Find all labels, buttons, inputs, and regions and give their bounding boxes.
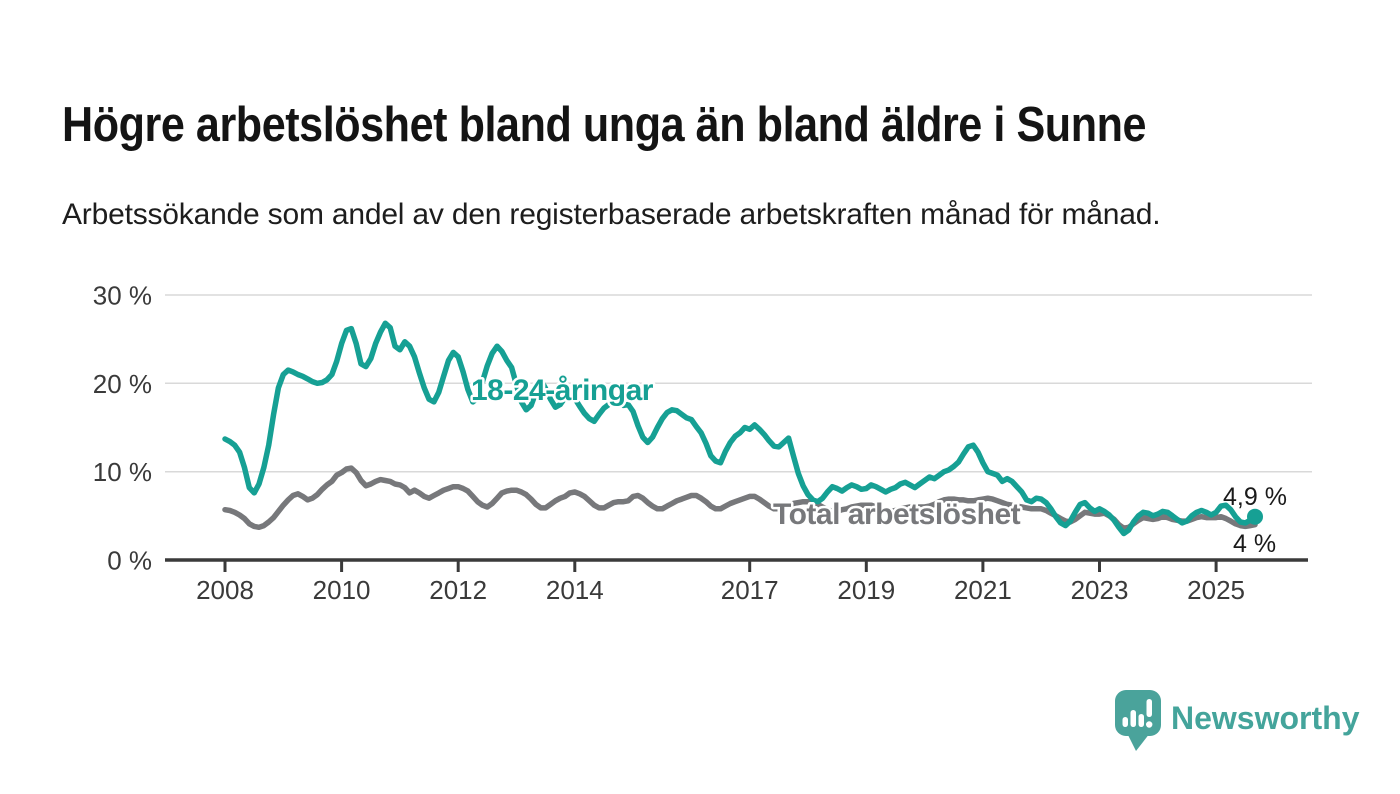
x-tick-2008: 2008 [196, 575, 254, 605]
y-tick-20: 20 % [93, 369, 152, 399]
x-tick-2023: 2023 [1071, 575, 1129, 605]
x-tick-2017: 2017 [721, 575, 779, 605]
y-tick-0: 0 % [107, 546, 152, 576]
y-axis-labels: 30 % 20 % 10 % 0 % [93, 281, 152, 576]
x-axis-ticks [223, 560, 1218, 572]
x-tick-2019: 2019 [837, 575, 895, 605]
chart-subtitle: Arbetssökande som andel av den registerb… [62, 198, 1161, 231]
x-tick-2010: 2010 [313, 575, 371, 605]
x-tick-2025: 2025 [1187, 575, 1245, 605]
x-tick-2012: 2012 [429, 575, 487, 605]
page-title: Högre arbetslöshet bland unga än bland ä… [62, 97, 1147, 152]
newsworthy-logo-text: Newsworthy [1171, 700, 1360, 736]
youth-end-value-label: 4,9 % [1223, 483, 1287, 511]
y-tick-30: 30 % [93, 281, 152, 311]
series-total-label: Total arbetslöshet [773, 498, 1021, 531]
total-end-value-label: 4 % [1233, 530, 1276, 558]
x-tick-2014: 2014 [546, 575, 604, 605]
y-tick-10: 10 % [93, 457, 152, 487]
series-youth-label: 18-24-åringar [471, 374, 654, 407]
bar-chart-speech-bubble-icon [1115, 690, 1161, 751]
series-youth-line [222, 320, 1258, 537]
x-axis-labels: 2008 2010 2012 2014 2017 2019 2021 2023 … [196, 575, 1245, 605]
series-total-line [222, 465, 1258, 531]
newsworthy-logo: Newsworthy [1115, 690, 1360, 751]
x-tick-2021: 2021 [954, 575, 1012, 605]
series-youth-end-dot [1247, 508, 1263, 525]
